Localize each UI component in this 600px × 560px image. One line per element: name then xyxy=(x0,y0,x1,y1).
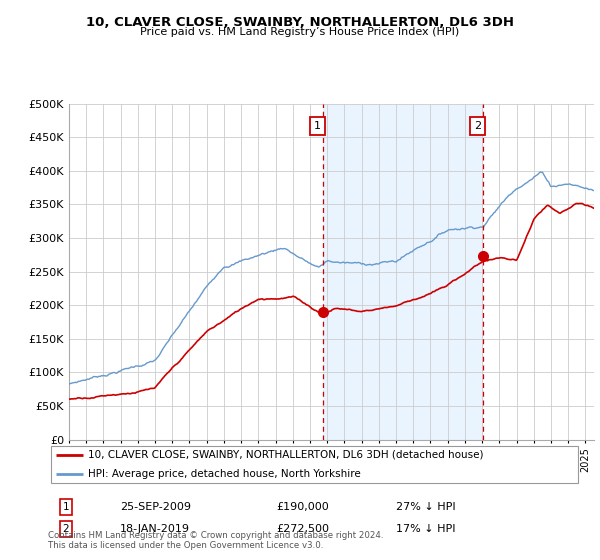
Text: 18-JAN-2019: 18-JAN-2019 xyxy=(120,524,190,534)
Text: 2: 2 xyxy=(474,121,481,131)
Bar xyxy=(323,104,483,440)
Text: 2: 2 xyxy=(62,524,70,534)
Text: 27% ↓ HPI: 27% ↓ HPI xyxy=(396,502,455,512)
Text: 10, CLAVER CLOSE, SWAINBY, NORTHALLERTON, DL6 3DH (detached house): 10, CLAVER CLOSE, SWAINBY, NORTHALLERTON… xyxy=(88,450,484,460)
Text: £190,000: £190,000 xyxy=(276,502,329,512)
Text: £272,500: £272,500 xyxy=(276,524,329,534)
Text: 10, CLAVER CLOSE, SWAINBY, NORTHALLERTON, DL6 3DH: 10, CLAVER CLOSE, SWAINBY, NORTHALLERTON… xyxy=(86,16,514,29)
Text: Contains HM Land Registry data © Crown copyright and database right 2024.
This d: Contains HM Land Registry data © Crown c… xyxy=(48,530,383,550)
Text: 1: 1 xyxy=(314,121,321,131)
FancyBboxPatch shape xyxy=(50,446,578,483)
Text: 1: 1 xyxy=(62,502,70,512)
Text: 25-SEP-2009: 25-SEP-2009 xyxy=(120,502,191,512)
Text: 17% ↓ HPI: 17% ↓ HPI xyxy=(396,524,455,534)
Text: HPI: Average price, detached house, North Yorkshire: HPI: Average price, detached house, Nort… xyxy=(88,469,361,479)
Text: Price paid vs. HM Land Registry’s House Price Index (HPI): Price paid vs. HM Land Registry’s House … xyxy=(140,27,460,37)
